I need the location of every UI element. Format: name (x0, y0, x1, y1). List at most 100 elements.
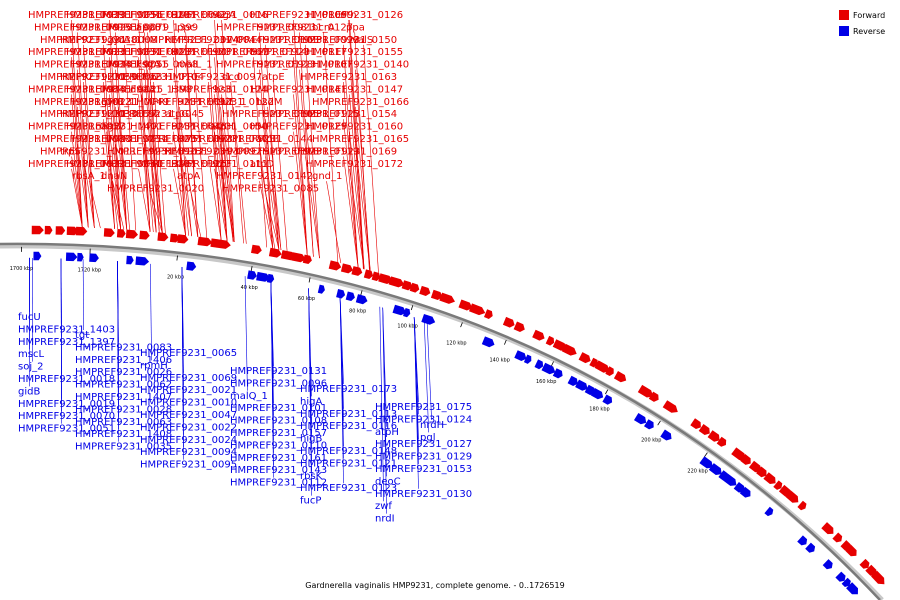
reverse-gene-label-58: zwf (375, 501, 392, 512)
reverse-gene-label-36: HMPREF9231_0110 (230, 440, 327, 451)
reverse-feature-9 (266, 273, 275, 283)
tick-mark-2 (176, 255, 178, 261)
forward-gene-label-103: HMPREF9231_0147 (306, 84, 403, 95)
reverse-gene-label-47: rbsK (300, 471, 323, 482)
reverse-gene-label-6: gidB (18, 386, 40, 397)
forward-gene-label-94: atpB (256, 134, 279, 145)
reverse-gene-label-20: HMPREF9231_0065 (140, 348, 237, 359)
forward-gene-label-91: hsdM (256, 97, 283, 108)
reverse-feature-0 (33, 251, 42, 261)
reverse-feature-16 (421, 314, 436, 325)
forward-feature-30 (430, 289, 443, 300)
forward-gene-label-55: HMPREF9231_0016 (171, 10, 268, 21)
reverse-feature-41 (835, 571, 846, 582)
forward-gene-label-44: HMPREF9231_0074 (142, 35, 239, 46)
tick-mark-8 (504, 339, 507, 345)
reverse-gene-label-46: HMPREF9231_0121 (300, 458, 397, 469)
reverse-callout-29 (181, 267, 184, 460)
forward-callout-92 (305, 119, 320, 259)
forward-callout-47 (153, 81, 166, 234)
forward-callout-64 (214, 131, 228, 241)
forward-gene-label-42: HMPREF9231_0042 (130, 10, 227, 21)
forward-callout-77 (265, 119, 280, 250)
forward-callout-20 (115, 106, 128, 230)
reverse-gene-label-57: HMPREF9231_0130 (375, 489, 472, 500)
forward-callout-67 (214, 168, 228, 241)
reverse-gene-label-23: HMPREF9231_0021 (140, 385, 237, 396)
legend-reverse-label: Reverse (853, 27, 885, 36)
forward-feature-5 (103, 228, 115, 237)
forward-gene-label-75: rbsB (210, 84, 233, 95)
forward-callout-105 (343, 119, 359, 268)
forward-callout-101 (355, 69, 371, 271)
forward-callout-0 (71, 19, 83, 228)
forward-feature-37 (532, 329, 545, 341)
tick-label-1: 1720 kbp (78, 268, 102, 274)
forward-callout-93 (293, 131, 308, 256)
forward-gene-label-56: ppc (177, 22, 195, 33)
forward-feature-16 (268, 247, 282, 258)
reverse-gene-label-19: HMPREF9231_0035 (75, 442, 172, 453)
forward-gene-label-93: HMPREF9231_0129 (250, 122, 347, 133)
forward-feature-39 (552, 339, 567, 351)
forward-feature-8 (139, 230, 150, 240)
forward-gene-label-101: HMPREF9231_0140 (312, 60, 409, 71)
forward-gene-label-96: atpD (250, 159, 274, 170)
forward-callout-46 (147, 69, 160, 233)
forward-gene-label-111: nth (340, 10, 357, 21)
forward-feature-58 (773, 480, 783, 490)
forward-feature-48 (662, 400, 678, 413)
reverse-feature-37 (764, 506, 774, 517)
legend-forward-label: Forward (853, 11, 885, 20)
forward-callout-112 (354, 32, 370, 271)
forward-gene-label-0: HMPREF9231_0039 (28, 10, 125, 21)
forward-gene-label-32: HMPREF9231_0104 (107, 72, 204, 83)
forward-feature-43 (594, 360, 610, 373)
forward-gene-label-22: HMPREF9231_1401 (66, 122, 163, 133)
forward-gene-label-113: valS (352, 35, 373, 46)
reverse-gene-label-61: pgl (420, 432, 435, 443)
forward-gene-label-38: HMPREF9231_0102 (107, 146, 204, 157)
reverse-feature-27 (602, 394, 613, 405)
forward-gene-label-92: HMPREF9231_0115 (262, 109, 359, 120)
forward-gene-label-13: HMPREF9231_0056 (66, 10, 163, 21)
forward-gene-label-5: HMPREF9231_0059 (40, 72, 137, 83)
tick-mark-4 (308, 277, 311, 283)
tick-label-2: 20 kbp (167, 275, 184, 281)
forward-callout-110 (326, 181, 342, 264)
forward-callout-102 (343, 81, 359, 268)
forward-callout-97 (349, 19, 365, 270)
legend-forward-swatch (839, 10, 849, 20)
forward-callout-13 (109, 19, 121, 230)
reverse-gene-label-30: HMPREF9231_0131 (230, 366, 327, 377)
forward-callout-55 (214, 19, 228, 241)
forward-gene-label-7: HMPREF9231_0012 (34, 97, 131, 108)
forward-callout-78 (221, 131, 235, 242)
tick-label-3: 40 kbp (241, 285, 258, 291)
forward-gene-label-83: HMPREF9231_0085 (222, 184, 319, 195)
forward-callout-87 (293, 57, 308, 256)
reverse-feature-7 (247, 270, 257, 280)
forward-gene-label-86: HMPREF9231_0099 (262, 35, 359, 46)
reverse-callout-10 (82, 259, 84, 331)
forward-feature-25 (378, 273, 393, 284)
forward-callout-36 (106, 131, 119, 230)
forward-gene-label-17: HMPREF9231_0055 (72, 60, 169, 71)
forward-gene-label-82: HMPREF9231_0142 (216, 171, 313, 182)
forward-feature-65 (845, 544, 857, 557)
forward-callout-9 (71, 131, 83, 228)
forward-gene-label-33: HMPREF9231_1398 (95, 84, 192, 95)
forward-callout-50 (150, 119, 163, 233)
forward-gene-label-73: HMPREF9231_0128 (216, 60, 313, 71)
forward-feature-51 (707, 430, 720, 442)
forward-callout-69 (221, 19, 235, 242)
reverse-feature-35 (733, 482, 745, 493)
forward-gene-label-64: HMPREF9231_0050 (171, 122, 268, 133)
reverse-gene-label-24: HMPREF9231_0010 (140, 398, 237, 409)
reverse-feature-40 (822, 559, 833, 570)
reverse-gene-label-60: nrdH (420, 420, 444, 431)
reverse-gene-label-16: HMPREF9231_0028 (75, 404, 172, 415)
forward-gene-label-80: HMPREF9231_0118 (222, 146, 319, 157)
reverse-gene-label-49: fucP (300, 496, 321, 507)
forward-feature-36 (513, 321, 525, 332)
